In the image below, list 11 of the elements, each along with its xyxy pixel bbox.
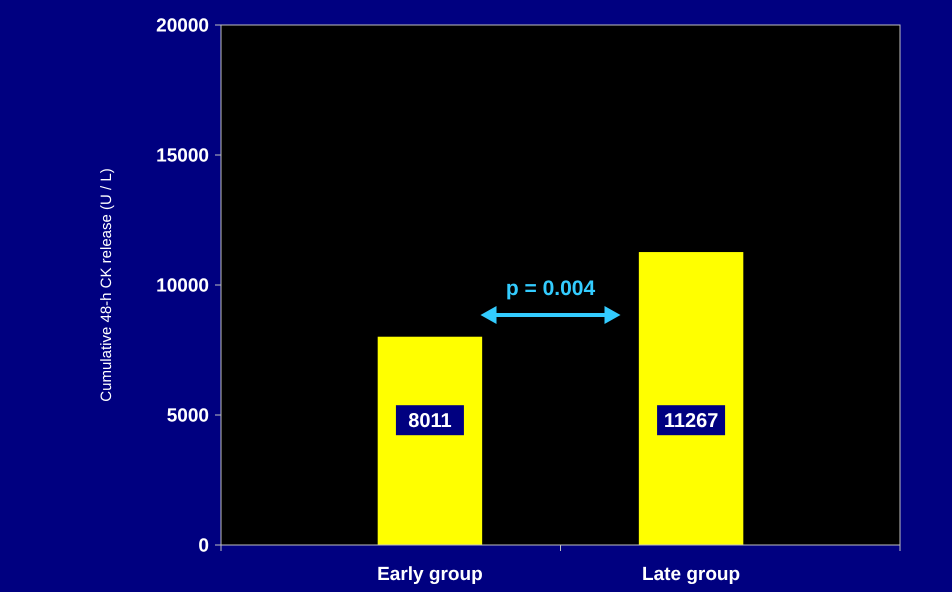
y-tick-label: 0 (198, 536, 209, 557)
data-label: 11267 (664, 410, 718, 432)
x-tick-label: Early group (377, 564, 483, 585)
y-tick-label: 10000 (156, 276, 209, 297)
y-tick-label: 20000 (156, 16, 209, 37)
annotation: p = 0.004 (506, 277, 596, 300)
y-tick-label: 15000 (156, 146, 209, 167)
y-axis-title: Cumulative 48-h CK release (U / L) (98, 168, 115, 402)
data-label: 8011 (408, 410, 452, 432)
y-tick-label: 5000 (166, 406, 209, 427)
x-tick-label: Late group (642, 564, 740, 585)
